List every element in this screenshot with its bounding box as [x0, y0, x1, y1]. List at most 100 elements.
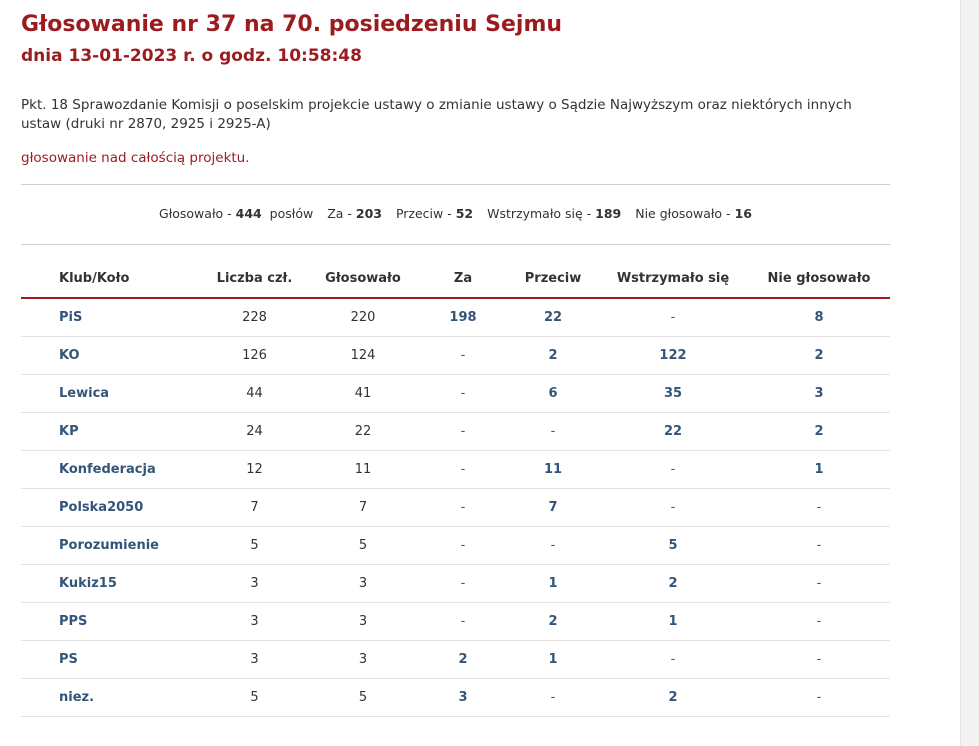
notvoted-count[interactable]: 1 [748, 450, 890, 489]
divider-bottom [21, 244, 890, 245]
for-count: - [418, 374, 508, 413]
table-row: Polska2050 7 7-7- - [21, 488, 890, 527]
for-count[interactable]: 198 [418, 298, 508, 337]
notvoted-count[interactable]: 8 [748, 298, 890, 337]
for-count[interactable]: 3 [418, 678, 508, 717]
notvoted-count[interactable]: 3 [748, 374, 890, 413]
members-count: 24 [201, 412, 308, 451]
table-body: PiS 228 220 198 22-8 KO 126 124-2 122 2 Lewica 44 41… [21, 298, 890, 717]
voted-count: 220 [308, 298, 418, 337]
members-count: 5 [201, 678, 308, 717]
notvoted-count: - [748, 564, 890, 603]
against-count[interactable]: 6 [508, 374, 598, 413]
against-count[interactable]: 1 [508, 640, 598, 679]
abstain-count[interactable]: 122 [598, 336, 748, 375]
notvoted-count: - [748, 526, 890, 565]
against-count: - [508, 526, 598, 565]
against-count[interactable]: 2 [508, 602, 598, 641]
club-name[interactable]: Lewica [21, 374, 201, 413]
vote-subject: głosowanie nad całością projektu. [21, 150, 250, 166]
page-title: Głosowanie nr 37 na 70. posiedzeniu Sejm… [21, 12, 563, 37]
for-count: - [418, 336, 508, 375]
abstain-count[interactable]: 2 [598, 564, 748, 603]
notvoted-count[interactable]: 2 [748, 336, 890, 375]
club-name[interactable]: PiS [21, 298, 201, 337]
abstain-count: - [598, 488, 748, 527]
club-name[interactable]: KO [21, 336, 201, 375]
header-against: Przeciw [508, 260, 598, 299]
voted-count: 5 [308, 678, 418, 717]
notvoted-count: - [748, 678, 890, 717]
abstain-count[interactable]: 5 [598, 526, 748, 565]
for-count: - [418, 526, 508, 565]
club-name[interactable]: Porozumienie [21, 526, 201, 565]
against-count: - [508, 412, 598, 451]
members-count: 3 [201, 564, 308, 603]
table-row: PiS 228 220 198 22-8 [21, 298, 890, 337]
club-name[interactable]: KP [21, 412, 201, 451]
against-count[interactable]: 7 [508, 488, 598, 527]
for-count: - [418, 488, 508, 527]
members-count: 126 [201, 336, 308, 375]
voted-count: 11 [308, 450, 418, 489]
voted-count: 3 [308, 564, 418, 603]
results-table: Klub/Koło Liczba czł. Głosowało Za Przeciw Ws… [21, 260, 890, 717]
against-count[interactable]: 11 [508, 450, 598, 489]
notvoted-count[interactable]: 2 [748, 412, 890, 451]
header-members: Liczba czł. [201, 260, 308, 299]
table-row: PPS 3 3-2 1- [21, 602, 890, 641]
club-name[interactable]: PS [21, 640, 201, 679]
members-count: 5 [201, 526, 308, 565]
against-count[interactable]: 2 [508, 336, 598, 375]
members-count: 228 [201, 298, 308, 337]
abstain-count[interactable]: 35 [598, 374, 748, 413]
members-count: 3 [201, 640, 308, 679]
abstain-count[interactable]: 22 [598, 412, 748, 451]
vote-summary: Głosowało - 444 posłów Za - 203 Przeciw … [21, 206, 890, 221]
for-count[interactable]: 2 [418, 640, 508, 679]
abstain-count: - [598, 450, 748, 489]
divider-top [21, 184, 890, 185]
vote-date: dnia 13-01-2023 r. o godz. 10:58:48 [21, 46, 362, 66]
summary-against: Przeciw - 52 [395, 206, 474, 221]
for-count: - [418, 412, 508, 451]
abstain-count[interactable]: 1 [598, 602, 748, 641]
summary-voted: Głosowało - 444 posłów [159, 206, 314, 221]
voted-count: 7 [308, 488, 418, 527]
header-notvoted: Nie głosowało [748, 260, 890, 299]
table-row: PS 3 3 2 1- - [21, 640, 890, 679]
club-name[interactable]: Konfederacja [21, 450, 201, 489]
members-count: 12 [201, 450, 308, 489]
header-abstain: Wstrzymało się [598, 260, 748, 299]
table-row: Porozumienie 5 5- -5- [21, 526, 890, 565]
summary-for: Za - 203 [327, 206, 382, 221]
table-row: KP 24 22- -22 2 [21, 412, 890, 451]
scrollbar-track[interactable] [960, 0, 979, 746]
against-count[interactable]: 1 [508, 564, 598, 603]
voted-count: 41 [308, 374, 418, 413]
header-club: Klub/Koło [21, 260, 201, 299]
summary-notvoted: Nie głosowało - 16 [635, 206, 752, 221]
table-row: Konfederacja 12 11-11-1 [21, 450, 890, 489]
table-row: KO 126 124-2 122 2 [21, 336, 890, 375]
club-name[interactable]: PPS [21, 602, 201, 641]
abstain-count: - [598, 640, 748, 679]
members-count: 44 [201, 374, 308, 413]
summary-abstain: Wstrzymało się - 189 [487, 206, 622, 221]
club-name[interactable]: Polska2050 [21, 488, 201, 527]
table-header-row: Klub/Koło Liczba czł. Głosowało Za Przeciw Ws… [21, 260, 890, 299]
notvoted-count: - [748, 640, 890, 679]
table-row: Lewica 44 41-6 35 3 [21, 374, 890, 413]
against-count[interactable]: 22 [508, 298, 598, 337]
abstain-count[interactable]: 2 [598, 678, 748, 717]
members-count: 7 [201, 488, 308, 527]
club-name[interactable]: niez. [21, 678, 201, 717]
notvoted-count: - [748, 488, 890, 527]
notvoted-count: - [748, 602, 890, 641]
club-name[interactable]: Kukiz15 [21, 564, 201, 603]
voted-count: 3 [308, 602, 418, 641]
against-count: - [508, 678, 598, 717]
table-row: Kukiz15 3 3-1 2- [21, 564, 890, 603]
agenda-description: Pkt. 18 Sprawozdanie Komisji o poselskim… [21, 97, 852, 132]
